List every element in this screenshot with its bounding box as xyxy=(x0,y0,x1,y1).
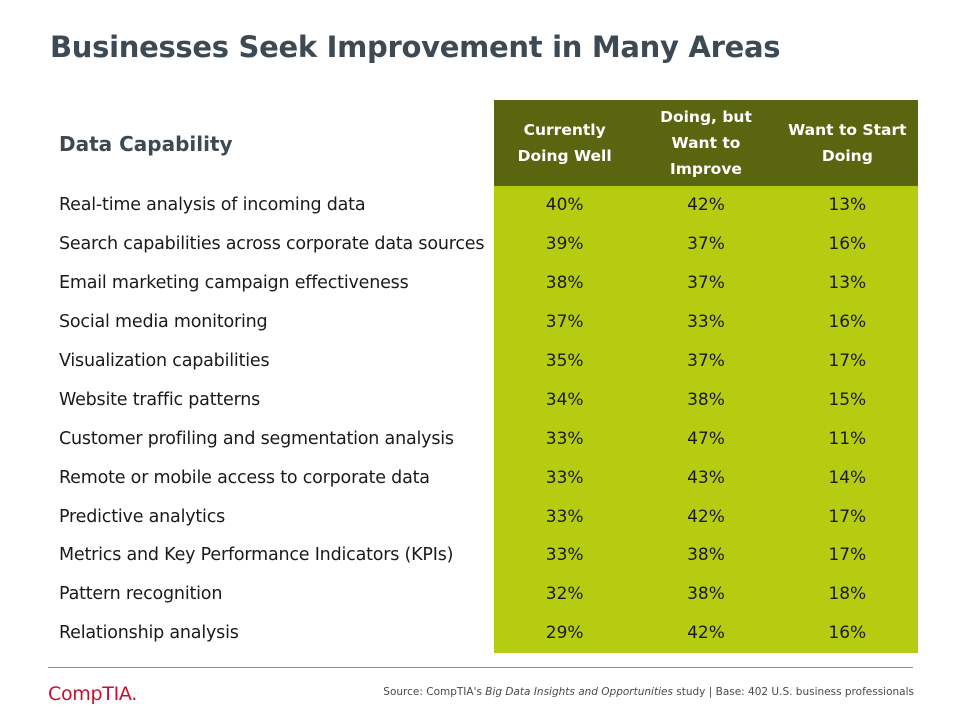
value-cell: 16% xyxy=(828,312,867,333)
value-cell: 18% xyxy=(828,584,867,605)
header-columns: Currently Doing Well Doing, but Want to I… xyxy=(494,100,918,186)
table-row: Pattern recognition 32% 38% 18% xyxy=(50,575,918,614)
value-cell: 11% xyxy=(828,428,867,449)
row-values: 39% 37% 16% xyxy=(494,234,918,254)
value-cell: 33% xyxy=(545,506,584,527)
row-values: 34% 38% 15% xyxy=(494,390,918,410)
value-cell: 15% xyxy=(828,389,867,410)
comptia-logo: CompTIA. xyxy=(48,683,137,705)
row-label: Website traffic patterns xyxy=(59,389,261,410)
table-row: Email marketing campaign effectiveness 38… xyxy=(50,264,918,303)
row-label: Visualization capabilities xyxy=(59,351,270,371)
value-cell: 17% xyxy=(828,545,867,566)
row-label: Real-time analysis of incoming data xyxy=(59,195,366,216)
table-body: Real-time analysis of incoming data 40% 42… xyxy=(50,186,918,653)
table-row: Remote or mobile access to corporate dat… xyxy=(50,458,918,497)
value-cell: 34% xyxy=(545,389,584,410)
row-values: 33% 43% 14% xyxy=(494,468,918,488)
row-values: 32% 38% 18% xyxy=(494,584,918,604)
row-values: 35% 37% 17% xyxy=(494,351,918,371)
row-values: 40% 42% 13% xyxy=(494,195,918,215)
value-cell: 37% xyxy=(545,312,584,333)
logo-dot: . xyxy=(131,683,137,705)
value-cell: 42% xyxy=(687,506,725,527)
value-cell: 16% xyxy=(828,234,867,255)
value-cell: 17% xyxy=(828,351,867,371)
value-cell: 14% xyxy=(828,467,867,488)
slide-title: Businesses Seek Improvement in Many Area… xyxy=(50,30,781,64)
data-capability-table: Data Capability Currently Doing Well Doin… xyxy=(50,100,918,653)
row-values: 33% 38% 17% xyxy=(494,545,918,565)
source-prefix: Source: CompTIA's xyxy=(383,686,486,698)
table-header-row: Data Capability Currently Doing Well Doin… xyxy=(50,100,918,186)
value-cell: 38% xyxy=(687,389,725,410)
table-rows: Real-time analysis of incoming data 40% 42… xyxy=(50,186,918,653)
value-cell: 33% xyxy=(545,467,584,488)
row-values: 33% 47% 11% xyxy=(494,429,918,449)
value-cell: 29% xyxy=(545,623,584,644)
column-header: Currently Doing Well xyxy=(517,121,612,165)
value-cell: 38% xyxy=(687,584,725,605)
footer-divider xyxy=(48,667,913,668)
table-row: Metrics and Key Performance Indicators (… xyxy=(50,536,918,575)
column-header: Want to Start Doing xyxy=(788,121,907,165)
row-label: Pattern recognition xyxy=(59,584,223,605)
table-row: Customer profiling and segmentation anal… xyxy=(50,419,918,458)
value-cell: 16% xyxy=(828,623,867,644)
value-cell: 37% xyxy=(687,234,725,255)
value-cell: 35% xyxy=(545,351,584,371)
value-cell: 38% xyxy=(687,545,725,566)
table-row: Relationship analysis 29% 42% 16% xyxy=(50,614,918,653)
table-row: Visualization capabilities 35% 37% 17% xyxy=(50,342,918,381)
logo-text: CompTIA xyxy=(48,683,132,705)
row-label: Predictive analytics xyxy=(59,506,226,527)
value-cell: 37% xyxy=(687,273,725,294)
value-cell: 13% xyxy=(828,273,867,294)
value-cell: 32% xyxy=(545,584,584,605)
table-row: Predictive analytics 33% 42% 17% xyxy=(50,497,918,536)
value-cell: 33% xyxy=(687,312,725,333)
row-label: Relationship analysis xyxy=(59,623,239,644)
value-cell: 47% xyxy=(687,428,725,449)
value-cell: 40% xyxy=(545,195,584,216)
value-cell: 42% xyxy=(687,623,725,644)
row-label: Remote or mobile access to corporate dat… xyxy=(59,467,430,488)
source-note: Source: CompTIA's Big Data Insights and … xyxy=(383,686,914,698)
source-study-name: Big Data Insights and Opportunities xyxy=(485,686,673,698)
row-label: Email marketing campaign effectiveness xyxy=(59,273,409,294)
row-label: Metrics and Key Performance Indicators (… xyxy=(59,545,454,566)
table-row: Real-time analysis of incoming data 40% 42… xyxy=(50,186,918,225)
row-label: Social media monitoring xyxy=(59,312,268,333)
row-values: 33% 42% 17% xyxy=(494,507,918,527)
table-row: Social media monitoring 37% 33% 16% xyxy=(50,303,918,342)
value-cell: 37% xyxy=(687,351,725,371)
source-suffix: study | Base: 402 U.S. business professi… xyxy=(672,686,914,698)
value-cell: 33% xyxy=(545,545,584,566)
value-cell: 42% xyxy=(687,195,725,216)
table-row: Website traffic patterns 34% 38% 15% xyxy=(50,380,918,419)
value-cell: 43% xyxy=(687,467,725,488)
row-values: 37% 33% 16% xyxy=(494,312,918,332)
value-cell: 33% xyxy=(545,428,584,449)
row-label: Search capabilities across corporate dat… xyxy=(59,234,485,255)
header-data-capability: Data Capability xyxy=(59,132,233,156)
row-values: 29% 42% 16% xyxy=(494,623,918,643)
row-label: Customer profiling and segmentation anal… xyxy=(59,428,454,449)
row-values: 38% 37% 13% xyxy=(494,273,918,293)
values-background xyxy=(494,186,918,653)
value-cell: 17% xyxy=(828,506,867,527)
value-cell: 39% xyxy=(545,234,584,255)
column-header: Doing, but Want to Improve xyxy=(660,108,752,178)
table-row: Search capabilities across corporate dat… xyxy=(50,225,918,264)
value-cell: 13% xyxy=(828,195,867,216)
value-cell: 38% xyxy=(545,273,584,294)
